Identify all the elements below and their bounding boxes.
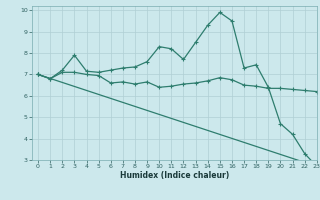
X-axis label: Humidex (Indice chaleur): Humidex (Indice chaleur) bbox=[120, 171, 229, 180]
